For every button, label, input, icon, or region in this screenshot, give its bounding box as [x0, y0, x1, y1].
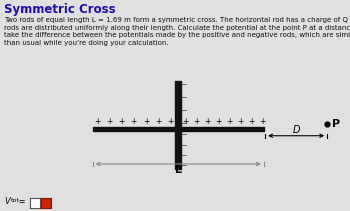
- Text: +: +: [259, 117, 266, 126]
- Text: +: +: [143, 117, 149, 126]
- Text: tot: tot: [10, 198, 19, 203]
- Text: +: +: [106, 117, 112, 126]
- Text: +: +: [194, 117, 200, 126]
- Text: +: +: [215, 117, 222, 126]
- Text: +: +: [226, 117, 233, 126]
- Text: +: +: [182, 117, 189, 126]
- Text: +: +: [168, 117, 174, 126]
- Text: D: D: [292, 125, 300, 135]
- Text: V: V: [4, 197, 10, 206]
- Text: =: =: [16, 197, 26, 206]
- Text: +: +: [118, 117, 125, 126]
- Text: +: +: [237, 117, 244, 126]
- Text: +: +: [94, 117, 100, 126]
- Text: P: P: [332, 119, 340, 129]
- Text: L: L: [175, 165, 182, 175]
- Text: Two rods of equal length L = 1.69 m form a symmetric cross. The horizontal rod h: Two rods of equal length L = 1.69 m form…: [4, 17, 350, 46]
- Bar: [93, 127, 264, 131]
- Text: +: +: [248, 117, 254, 126]
- Text: +: +: [131, 117, 137, 126]
- Text: +: +: [204, 117, 211, 126]
- Bar: [175, 81, 181, 169]
- Text: +: +: [155, 117, 162, 126]
- Text: Symmetric Cross: Symmetric Cross: [4, 3, 116, 16]
